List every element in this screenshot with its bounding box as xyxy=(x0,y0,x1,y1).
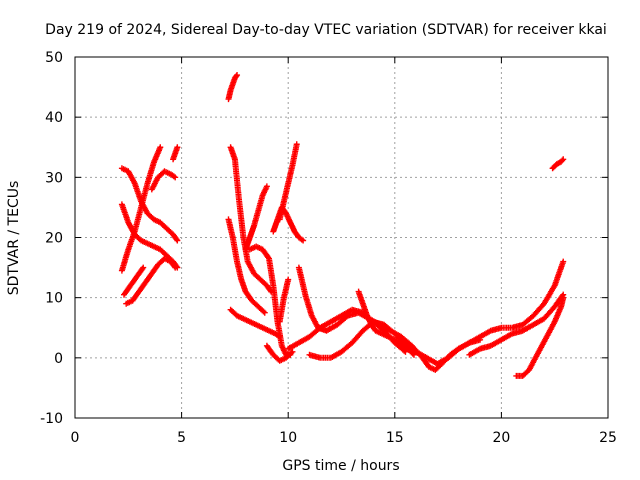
marker-trace xyxy=(246,243,294,358)
x-axis-label: GPS time / hours xyxy=(282,458,399,474)
y-tick-label: 30 xyxy=(45,170,63,186)
y-axis-label: SDTVAR / TECUs xyxy=(6,181,22,296)
y-tick-label: -10 xyxy=(40,411,63,427)
marker-trace xyxy=(549,156,567,172)
series-arc12 xyxy=(246,243,294,358)
series-arc7 xyxy=(170,144,181,163)
x-tick-label: 0 xyxy=(71,430,80,446)
marker-trace xyxy=(276,141,300,223)
marker-trace xyxy=(263,342,296,364)
series-arc15 xyxy=(276,141,300,223)
series-arc6 xyxy=(148,168,179,193)
series-arc11 xyxy=(227,306,283,340)
series-arc21 xyxy=(355,288,417,358)
series-arc17 xyxy=(276,276,292,325)
series-arc5 xyxy=(121,264,147,298)
y-tick-label: 0 xyxy=(54,351,63,367)
marker-trace xyxy=(148,168,179,193)
marker-trace xyxy=(355,288,417,358)
chart-title: Day 219 of 2024, Sidereal Day-to-day VTE… xyxy=(45,22,607,38)
x-tick-label: 5 xyxy=(177,430,186,446)
marker-trace xyxy=(170,144,181,163)
series-arc4 xyxy=(123,255,179,307)
marker-trace xyxy=(225,72,241,103)
marker-trace xyxy=(123,255,179,307)
x-tick-label: 20 xyxy=(492,430,510,446)
x-tick-label: 25 xyxy=(599,430,617,446)
data-markers xyxy=(118,72,567,379)
marker-trace xyxy=(242,183,270,253)
x-tick-label: 15 xyxy=(386,430,404,446)
marker-trace xyxy=(276,276,292,325)
series-arc22 xyxy=(445,258,567,361)
y-tick-label: 40 xyxy=(45,110,63,126)
marker-trace xyxy=(466,291,567,358)
marker-trace xyxy=(227,144,275,295)
series-arc24 xyxy=(513,294,567,379)
series-arc13 xyxy=(242,183,270,253)
grid-lines xyxy=(75,57,608,418)
series-arc25 xyxy=(549,156,567,172)
y-tick-label: 10 xyxy=(45,291,63,307)
marker-trace xyxy=(121,264,147,298)
axis-ticks: 0 5 10 15 20 25 -10 0 10 20 30 40 50 xyxy=(40,50,617,446)
series-arc10 xyxy=(225,216,268,316)
y-tick-label: 20 xyxy=(45,231,63,247)
y-tick-label: 50 xyxy=(45,50,63,66)
series-arc9 xyxy=(227,144,275,295)
series-arc16 xyxy=(263,342,296,364)
x-tick-label: 10 xyxy=(279,430,297,446)
marker-trace xyxy=(225,216,268,316)
marker-trace xyxy=(445,258,567,361)
series-arc8 xyxy=(225,72,241,103)
series-arc23 xyxy=(466,291,567,358)
marker-trace xyxy=(227,306,283,340)
